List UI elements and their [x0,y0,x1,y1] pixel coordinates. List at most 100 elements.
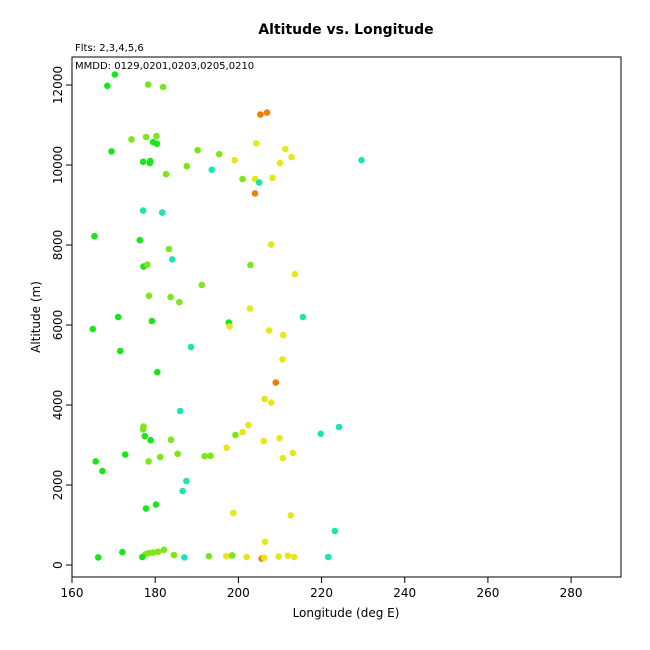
data-point [154,548,162,556]
data-point [239,428,246,436]
chart-title: Altitude vs. Longitude [258,22,433,38]
x-tick-label: 240 [393,586,416,600]
data-point [145,292,153,300]
data-point [119,548,126,556]
data-point [143,261,151,268]
y-tick-label: 2000 [51,470,65,501]
data-point [267,241,275,248]
data-point [147,436,154,444]
data-point [99,467,106,475]
x-axis: 160 180 200 220 240 260 280 [61,577,583,600]
data-point [269,174,276,182]
x-axis-label: Longitude (deg E) [293,606,400,620]
data-point [162,170,170,178]
y-tick-label: 8000 [51,230,65,261]
data-point [165,245,173,253]
data-point [282,145,289,153]
data-point [247,261,254,269]
data-point [92,458,100,465]
data-point [207,452,214,460]
data-point [223,444,231,452]
data-point [160,546,168,554]
x-tick-label: 180 [144,586,167,600]
data-point [176,298,183,306]
y-tick-label: 4000 [51,390,65,421]
data-point [141,432,149,440]
data-point [116,347,124,355]
y-axis: 0 2000 4000 6000 8000 10000 12000 [51,66,72,569]
y-tick-label: 0 [51,561,65,569]
data-point [89,325,97,333]
data-point [331,527,339,535]
data-point [153,368,161,376]
data-point [94,554,102,561]
data-point [138,553,146,561]
y-tick-label: 6000 [51,310,65,341]
data-point [167,293,174,301]
data-point [111,71,119,78]
x-tick-label: 280 [560,586,583,600]
data-point [170,551,178,559]
data-point [215,150,223,158]
data-point [358,156,365,164]
data-point [205,552,213,560]
data-point [289,449,297,457]
data-point [261,538,269,546]
data-point [335,423,343,431]
data-point [239,175,246,183]
data-point [324,553,332,561]
data-point [261,395,268,403]
data-point [230,509,237,517]
y-tick-label: 10000 [51,146,65,184]
data-point [108,148,115,155]
data-point [149,549,157,556]
data-point [121,451,129,458]
data-point [252,140,260,147]
data-point [144,81,152,88]
data-point [251,190,259,197]
data-point [146,157,154,165]
data-point [159,83,167,91]
data-point [91,232,98,240]
chart-annotation: MMDD: 0129,0201,0203,0205,0210 [75,61,254,72]
data-point [263,109,271,116]
data-point [299,313,307,321]
data-point [276,159,284,167]
y-axis-label: Altitude (m) [29,281,43,353]
data-point [194,146,201,154]
data-point [245,421,252,429]
x-tick-label: 200 [227,586,250,600]
data-point [180,554,188,561]
x-tick-label: 260 [476,586,499,600]
data-point [260,437,268,445]
data-point [208,166,216,174]
data-point [243,553,250,561]
data-points [89,71,365,562]
data-point [179,487,186,495]
data-point [158,209,166,216]
data-point [231,156,238,164]
data-point [152,501,160,508]
data-point [260,554,268,562]
plot-frame [71,56,622,578]
data-point [104,82,111,90]
data-point [174,450,181,458]
data-point [279,331,287,339]
data-point [153,132,160,140]
data-point [139,158,147,166]
data-point [142,133,150,141]
data-point [145,458,152,465]
data-point [114,313,122,321]
data-point [168,256,176,263]
data-point [255,179,263,186]
data-point [128,136,135,143]
x-tick-label: 220 [310,586,333,600]
data-point [176,407,184,415]
data-point [187,343,195,351]
data-point [183,162,191,170]
y-tick-label: 12000 [51,66,65,104]
data-point [265,327,273,334]
data-point [275,553,283,560]
data-point [284,552,292,560]
data-point [198,281,206,289]
